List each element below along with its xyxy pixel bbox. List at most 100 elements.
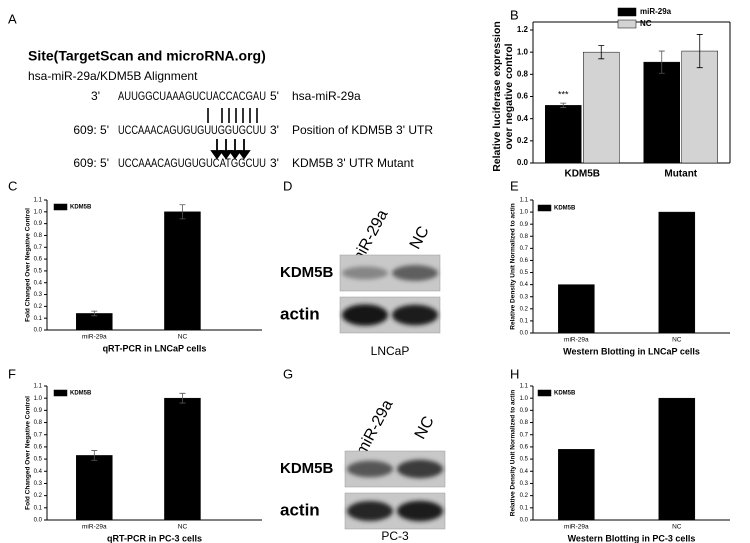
bar [558, 284, 595, 334]
x-axis-label: Western Blotting in LNCaP cells [563, 346, 700, 356]
panel-letter: H [510, 366, 519, 381]
row-label: KDM5B [280, 264, 334, 281]
y-tick-label: 0.1 [34, 505, 43, 511]
y-tick-label: 0.1 [34, 316, 43, 322]
y-tick-label: 0.6 [517, 92, 529, 101]
y-axis-label: over negative control [503, 43, 515, 149]
panel-letter: F [8, 366, 16, 381]
y-tick-label: 0.3 [520, 294, 529, 300]
legend-label: miR-29a [640, 7, 672, 16]
panel-letter: C [8, 178, 17, 193]
y-tick-label: 0.2 [34, 493, 43, 499]
panel-letter: B [510, 7, 519, 22]
chart: E 0.0 0.1 0.2 0.3 0.4 0.5 0.6 0.7 0.8 0.9 1.0 1.1 miR… [510, 178, 730, 356]
y-tick-label: 0.4 [34, 280, 43, 286]
panel-letter: E [510, 178, 519, 193]
panel-letter: D [283, 178, 292, 193]
error-bar [179, 204, 186, 220]
legend-label: NC [640, 19, 652, 28]
annotation: *** [558, 90, 569, 100]
error-bar [179, 392, 186, 404]
x-axis-label: Western Blotting in PC-3 cells [568, 533, 696, 543]
sequence-suffix: 3' [270, 156, 279, 170]
chart: B 0.0 0.2 0.4 0.6 0.8 1.0 1.2 KDM5B *** Mutant miR-… [491, 7, 731, 180]
y-tick-label: 0.7 [34, 245, 43, 251]
y-tick-label: 0.8 [34, 420, 43, 426]
legend-swatch [617, 19, 637, 29]
y-tick-label: 0.7 [520, 432, 529, 438]
panel-subtitle: hsa-miR-29a/KDM5B Alignment [28, 69, 198, 83]
blot-band [342, 304, 388, 326]
y-tick-label: 0.4 [520, 282, 529, 288]
y-tick-label: 0.6 [520, 258, 529, 264]
bar [558, 449, 595, 521]
y-tick-label: 0.0 [520, 518, 529, 524]
blot-band [342, 266, 388, 280]
legend-swatch [53, 389, 68, 397]
y-axis-label: Relative Density Unit Normalized to acti… [510, 390, 517, 516]
y-axis-label: Fold Changed Over Negative Control [25, 208, 32, 322]
y-tick-label: 1.1 [520, 198, 529, 204]
bar [545, 105, 582, 164]
lane-label: NC [412, 414, 438, 442]
chart: F 0.0 0.1 0.2 0.3 0.4 0.5 0.6 0.7 0.8 0.9 1.0 1.1 miR… [8, 366, 262, 543]
y-tick-label: 0.3 [34, 481, 43, 487]
blot-band [347, 460, 393, 478]
sequence-prefix: 609: 5' [73, 156, 109, 170]
x-tick-label: NC [178, 334, 188, 341]
y-axis-label: Fold Changed Over Negative Control [25, 396, 32, 510]
y-tick-label: 0.1 [520, 318, 529, 324]
y-tick-label: 0.4 [520, 469, 529, 475]
panel-letter: G [283, 366, 293, 381]
y-tick-label: 0.2 [34, 304, 43, 310]
legend-swatch [537, 389, 552, 397]
y-tick-label: 0.7 [34, 432, 43, 438]
bar [76, 455, 113, 521]
cell-line-label: LNCaP [371, 344, 410, 358]
error-bar [91, 450, 98, 461]
y-tick-label: 0.6 [520, 444, 529, 450]
y-tick-label: 1.0 [34, 209, 43, 215]
legend-swatch [617, 7, 637, 17]
y-tick-label: 0.5 [520, 457, 529, 463]
y-tick-label: 0.9 [34, 408, 43, 414]
x-tick-label: miR-29a [82, 334, 107, 341]
y-tick-label: 1.0 [520, 210, 529, 216]
x-tick-label: NC [672, 524, 682, 531]
sequence-suffix: 5' [270, 89, 279, 103]
bar [583, 51, 620, 164]
y-tick-label: 0.8 [517, 69, 529, 78]
y-tick-label: 1.0 [520, 396, 529, 402]
lane-label: miR-29a [353, 397, 396, 458]
x-tick-label: miR-29a [564, 524, 589, 531]
x-tick-label: NC [672, 337, 682, 344]
error-bar [91, 310, 98, 317]
y-tick-label: 1.1 [520, 384, 529, 390]
y-tick-label: 0.9 [34, 221, 43, 227]
row-label: KDM5B [280, 460, 334, 477]
x-axis-label: qRT-PCR in LNCaP cells [103, 343, 207, 353]
legend-label: KDM5B [554, 391, 576, 397]
x-tick-label: NC [178, 524, 188, 531]
y-tick-label: 0.0 [520, 331, 529, 337]
y-tick-label: 0.8 [520, 234, 529, 240]
y-tick-label: 0.4 [517, 114, 529, 123]
row-label: actin [280, 304, 320, 323]
y-tick-label: 0.3 [34, 292, 43, 298]
bar [164, 211, 201, 331]
legend-swatch [53, 203, 68, 211]
error-bar [560, 102, 567, 108]
y-tick-label: 0.9 [520, 222, 529, 228]
y-tick-label: 0.6 [34, 257, 43, 263]
x-tick-label: Mutant [664, 169, 697, 180]
chart: C 0.0 0.1 0.2 0.3 0.4 0.5 0.6 0.7 0.8 0.9 1.0 1.1 miR… [8, 178, 262, 353]
sequence-suffix: 3' [270, 123, 279, 137]
y-tick-label: 0.0 [34, 518, 43, 524]
error-bar [598, 45, 605, 60]
y-axis-label: Relative Density Unit Normalized to acti… [510, 203, 517, 329]
y-tick-label: 1.1 [34, 198, 43, 204]
sequence-prefix: 3' [91, 89, 100, 103]
x-tick-label: miR-29a [82, 524, 107, 531]
pairing-bars [207, 108, 258, 123]
sequence-label: hsa-miR-29a [292, 89, 361, 103]
